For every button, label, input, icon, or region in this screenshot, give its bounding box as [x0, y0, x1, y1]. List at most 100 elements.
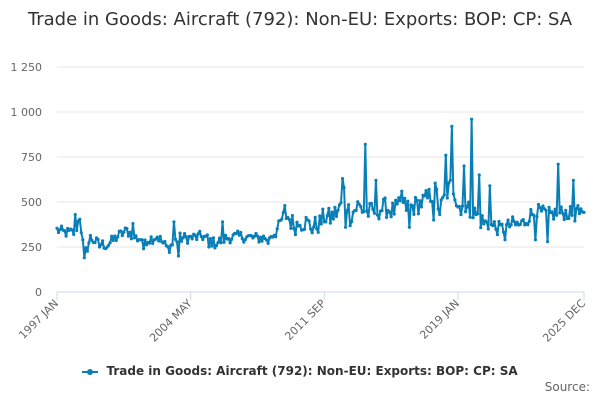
series-exports[interactable] — [55, 117, 586, 260]
data-point[interactable] — [468, 215, 472, 219]
data-point[interactable] — [339, 201, 343, 205]
data-point[interactable] — [539, 209, 544, 213]
data-point[interactable] — [175, 240, 179, 244]
data-point[interactable] — [526, 223, 530, 227]
data-point[interactable] — [340, 177, 345, 181]
data-point[interactable] — [348, 224, 352, 228]
data-point[interactable] — [260, 239, 264, 243]
data-point[interactable] — [552, 217, 556, 221]
data-point[interactable] — [480, 214, 484, 218]
data-point[interactable] — [122, 230, 126, 234]
data-point[interactable] — [87, 241, 91, 245]
data-point[interactable] — [374, 178, 378, 182]
data-point[interactable] — [407, 225, 411, 229]
data-point[interactable] — [321, 207, 325, 211]
data-point[interactable] — [562, 217, 566, 222]
data-point[interactable] — [558, 211, 562, 215]
data-point[interactable] — [438, 212, 442, 217]
data-point[interactable] — [527, 219, 531, 223]
data-point[interactable] — [533, 238, 538, 242]
data-point[interactable] — [93, 241, 97, 245]
data-point[interactable] — [389, 215, 393, 219]
data-point[interactable] — [181, 236, 185, 240]
data-point[interactable] — [148, 241, 152, 245]
data-point[interactable] — [166, 245, 170, 249]
data-point[interactable] — [184, 235, 188, 239]
data-point[interactable] — [107, 243, 111, 247]
data-point[interactable] — [316, 230, 320, 234]
data-point[interactable] — [403, 196, 407, 200]
data-point[interactable] — [463, 210, 468, 214]
data-point[interactable] — [410, 204, 414, 208]
data-point[interactable] — [62, 229, 67, 233]
data-point[interactable] — [318, 214, 322, 218]
data-point[interactable] — [280, 217, 284, 221]
data-point[interactable] — [550, 210, 554, 214]
data-point[interactable] — [371, 207, 375, 211]
data-point[interactable] — [292, 226, 296, 231]
data-point[interactable] — [450, 124, 454, 128]
data-point[interactable] — [334, 214, 339, 219]
data-point[interactable] — [451, 192, 455, 196]
data-point[interactable] — [173, 237, 178, 241]
data-point[interactable] — [266, 241, 270, 245]
data-point[interactable] — [336, 208, 340, 212]
data-point[interactable] — [79, 231, 83, 235]
data-point[interactable] — [544, 208, 548, 212]
data-point[interactable] — [129, 237, 134, 241]
data-point[interactable] — [536, 202, 541, 207]
data-point[interactable] — [366, 214, 370, 218]
data-point[interactable] — [327, 206, 331, 210]
data-point[interactable] — [564, 208, 568, 212]
data-point[interactable] — [515, 220, 519, 224]
data-point[interactable] — [237, 233, 241, 237]
data-point[interactable] — [126, 234, 130, 238]
data-point[interactable] — [281, 210, 285, 215]
data-point[interactable] — [532, 213, 536, 217]
data-point[interactable] — [310, 231, 314, 235]
data-point[interactable] — [315, 227, 319, 231]
data-point[interactable] — [503, 238, 507, 242]
data-point[interactable] — [289, 226, 293, 231]
data-point[interactable] — [290, 214, 294, 218]
data-point[interactable] — [459, 213, 463, 217]
data-point[interactable] — [495, 233, 500, 237]
data-point[interactable] — [397, 196, 401, 200]
data-point[interactable] — [134, 234, 138, 238]
data-point[interactable] — [298, 223, 302, 227]
data-point[interactable] — [223, 233, 228, 237]
data-point[interactable] — [372, 211, 377, 215]
data-point[interactable] — [302, 227, 307, 231]
data-point[interactable] — [432, 218, 436, 222]
data-point[interactable] — [545, 240, 550, 244]
data-point[interactable] — [222, 240, 226, 244]
data-point[interactable] — [492, 220, 496, 224]
data-point[interactable] — [521, 217, 525, 222]
data-point[interactable] — [186, 241, 190, 245]
data-point[interactable] — [447, 181, 451, 185]
data-point[interactable] — [435, 187, 439, 191]
data-point[interactable] — [207, 245, 211, 249]
data-point[interactable] — [395, 202, 399, 206]
data-point[interactable] — [211, 236, 216, 240]
data-point[interactable] — [547, 205, 551, 209]
data-point[interactable] — [439, 198, 443, 202]
data-point[interactable] — [457, 204, 462, 209]
data-point[interactable] — [119, 229, 123, 233]
data-point[interactable] — [342, 185, 346, 190]
data-point[interactable] — [82, 256, 86, 260]
data-point[interactable] — [151, 241, 155, 245]
data-point[interactable] — [518, 222, 522, 227]
data-point[interactable] — [145, 243, 149, 247]
data-point[interactable] — [182, 232, 187, 236]
data-point[interactable] — [230, 237, 234, 241]
data-point[interactable] — [234, 231, 238, 236]
data-point[interactable] — [377, 217, 381, 221]
data-point[interactable] — [179, 239, 184, 243]
data-point[interactable] — [511, 215, 515, 219]
data-point[interactable] — [196, 232, 200, 236]
data-point[interactable] — [577, 212, 582, 216]
data-point[interactable] — [412, 212, 416, 217]
data-point[interactable] — [328, 221, 332, 225]
data-point[interactable] — [313, 215, 317, 219]
